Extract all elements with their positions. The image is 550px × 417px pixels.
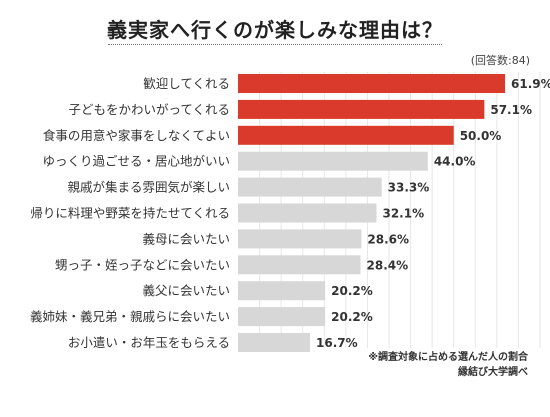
category-label: 親戚が集まる雰囲気が楽しい [67,180,230,195]
value-label: 50.0% [460,129,502,143]
footnote: ※調査対象に占める選んだ人の割合 縁結び大学調べ [368,350,528,380]
category-label: 義父に会いたい [142,283,230,298]
value-label: 57.1% [490,103,532,117]
bar [238,307,326,327]
value-label: 20.2% [331,310,373,324]
bar [238,74,506,93]
bar [238,255,361,275]
bar-layer [238,74,506,352]
category-label: 子どもをかわいがってくれる [68,102,230,117]
value-label: 28.4% [367,258,409,272]
bar [238,333,311,352]
bar [238,125,454,145]
category-label: 食事の用意や家事をしなくてよい [43,128,230,143]
footnote-note: ※調査対象に占める選んだ人の割合 [368,352,528,363]
value-label: 20.2% [331,284,373,298]
bar [238,281,326,301]
value-label: 44.0% [434,155,476,169]
category-label: ゆっくり過ごせる・居心地がいい [42,154,230,169]
title-underline [108,44,442,45]
value-label: 28.6% [367,232,409,246]
chart-title: 義実家へ行くのが楽しみな理由は？ [107,18,443,42]
category-label: 帰りに料理や野菜を持たせてくれる [30,206,230,221]
bar [238,203,377,223]
bar [238,229,362,249]
value-label: 32.1% [382,207,424,221]
category-label: 歓迎してくれる [143,76,230,91]
bar [238,177,382,197]
value-label: 33.3% [388,181,430,195]
footnote-source: 縁結び大学調べ [458,367,528,378]
value-label: 61.9% [511,77,550,91]
category-label: 義母に会いたい [142,231,230,246]
value-label: 16.7% [316,336,358,350]
bar [238,99,485,119]
bar [238,151,428,171]
category-label: 義姉妹・義兄弟・親戚らに会いたい [30,309,230,324]
label-layer: 歓迎してくれる 61.9% 子どもをかわいがってくれる 57.1% 食事の用意や家事をし… [30,76,550,350]
category-label: 甥っ子・姪っ子などに会いたい [55,257,230,272]
respondent-count: (回答数:84) [470,54,530,67]
category-label: お小遣い・お年玉をもらえる [68,335,230,350]
